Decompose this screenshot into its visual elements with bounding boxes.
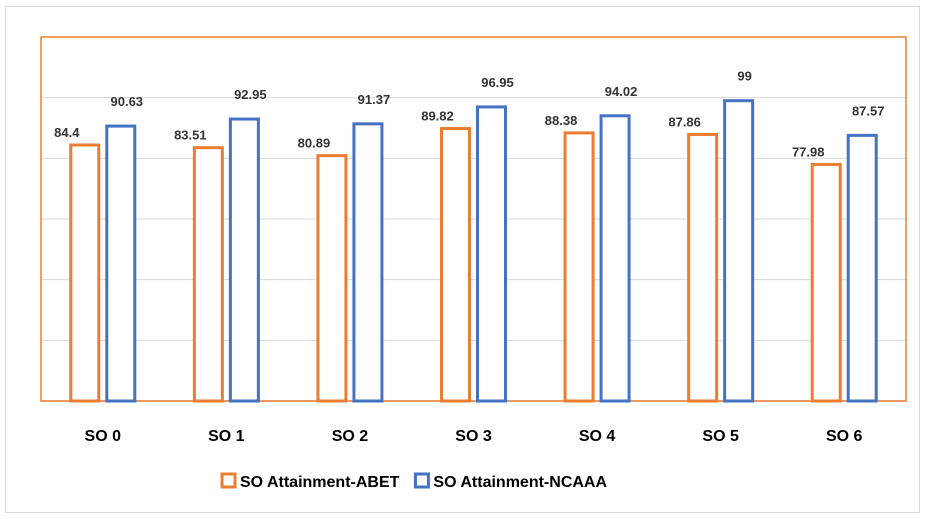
legend-label: SO Attainment-ABET [240,474,400,491]
data-label: 88.38 [545,113,578,128]
data-label: 90.63 [111,94,144,109]
data-label: 99 [737,69,751,84]
x-tick-label: SO 3 [455,428,492,445]
data-label: 80.89 [298,136,331,151]
bar-ncaaa [352,122,384,403]
bar-abet [69,143,101,403]
data-label: 92.95 [234,87,267,102]
bar-abet [316,154,348,403]
data-label: 89.82 [421,109,454,124]
data-label: 77.98 [792,144,825,159]
bar-abet [687,132,719,403]
x-tick-label: SO 5 [702,428,739,445]
x-tick-label: SO 2 [332,428,369,445]
data-label: 91.37 [358,92,391,107]
legend-swatch-abet [220,472,237,489]
x-tick-label: SO 6 [826,428,863,445]
data-label: 84.4 [54,125,80,140]
legend-label: SO Attainment-NCAAA [433,474,607,491]
data-label: 87.86 [668,114,701,129]
x-tick-label: SO 0 [85,428,122,445]
bar-abet [810,162,842,403]
bar-ncaaa [228,117,260,403]
bar-ncaaa [476,105,507,403]
data-label: 87.57 [852,103,885,118]
bar-abet [563,131,595,403]
data-label: 83.51 [174,128,207,143]
data-label: 94.02 [605,84,638,99]
bar-ncaaa [105,124,137,403]
legend-swatch-ncaaa [413,472,430,489]
bar-abet [192,146,224,403]
bar-ncaaa [599,114,631,403]
data-label: 96.95 [481,75,514,90]
bar-abet [440,127,471,403]
x-tick-label: SO 4 [579,428,616,445]
bar-ncaaa [723,99,755,403]
bar-ncaaa [846,133,878,403]
plot-area-border [40,36,907,402]
x-tick-label: SO 1 [208,428,245,445]
